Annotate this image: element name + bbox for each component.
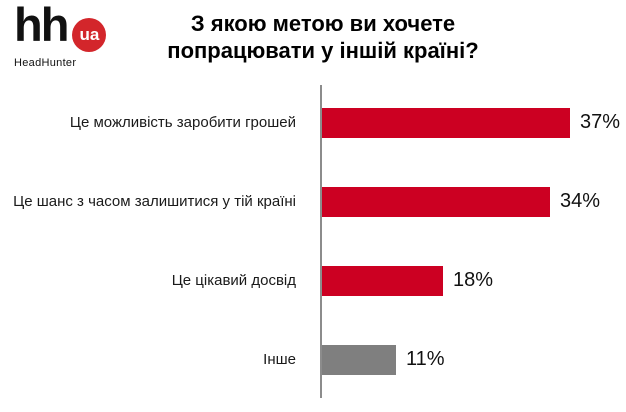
category-label: Інше: [263, 350, 296, 368]
chart-title-line1: З якою метою ви хочете: [190, 11, 456, 36]
logo-ua-badge: ua: [72, 18, 107, 52]
logo-row: hh ua: [14, 0, 107, 52]
chart-row: Це цікавий досвід 18%: [0, 241, 626, 320]
chart-title: З якою метою ви хочете попрацювати у інш…: [110, 10, 536, 64]
y-axis-line: [320, 85, 322, 398]
plot-area: 37%: [308, 107, 626, 138]
plot-area: 34%: [308, 186, 626, 217]
logo-ua-text: ua: [79, 25, 100, 44]
chart-row: Інше 11%: [0, 320, 626, 399]
plot-area: 18%: [308, 265, 626, 296]
headhunter-logo: hh ua HeadHunter: [14, 0, 107, 69]
logo-subtitle: HeadHunter: [14, 57, 77, 69]
logo-hh-text: hh: [14, 0, 69, 51]
bar-chart: Це можливість заробити грошей 37% Це шанс …: [0, 83, 626, 399]
value-label: 37%: [580, 111, 621, 133]
bar-segment: [322, 107, 570, 138]
value-label: 34%: [560, 190, 601, 212]
chart-rows: Це можливість заробити грошей 37% Це шанс …: [0, 83, 626, 399]
category-label: Це можливість заробити грошей: [69, 113, 296, 131]
chart-row: Це шанс з часом залишитися у тій країні 3…: [0, 162, 626, 241]
bar-segment: [322, 265, 443, 296]
category-label: Це цікавий досвід: [171, 271, 296, 289]
chart-row: Це можливість заробити грошей 37%: [0, 83, 626, 162]
value-label: 11%: [406, 348, 445, 370]
bar-segment: [322, 186, 550, 217]
chart-title-line2: попрацювати у іншій країні?: [167, 38, 479, 63]
bar-segment: [322, 344, 396, 375]
value-label: 18%: [453, 269, 494, 291]
category-label: Це шанс з часом залишитися у тій країні: [13, 192, 296, 210]
plot-area: 11%: [308, 344, 626, 375]
